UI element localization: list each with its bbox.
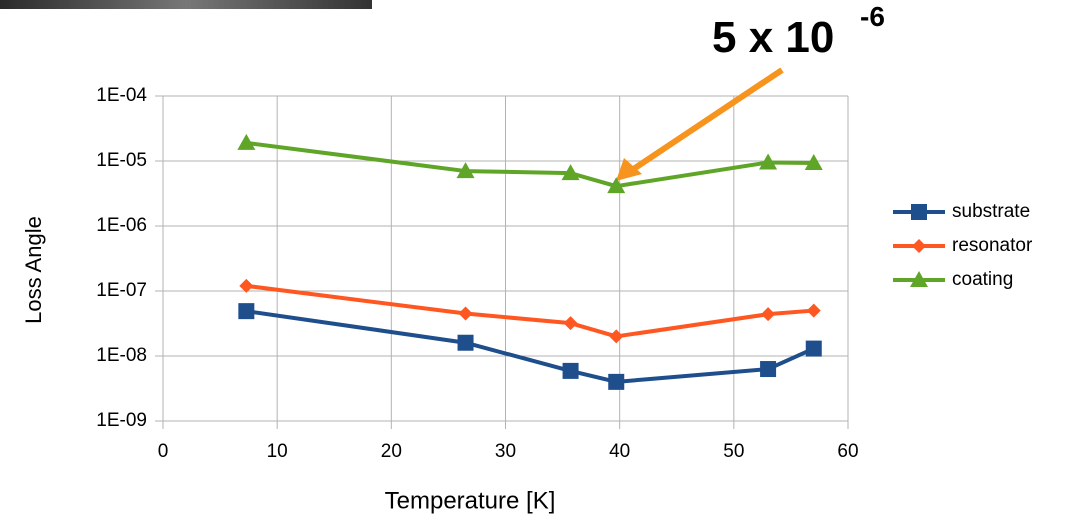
annotation: 5 x 10 <box>712 13 834 62</box>
x-tick-label: 10 <box>267 441 288 462</box>
y-tick-label: 1E-05 <box>96 150 147 171</box>
marker <box>459 307 473 321</box>
chart: Loss Angle Temperature [K] 5 x 10 -6 1E-… <box>0 0 1077 518</box>
y-tick-label: 1E-06 <box>96 215 147 236</box>
x-tick-label: 20 <box>381 441 402 462</box>
marker <box>564 316 578 330</box>
x-tick-label: 0 <box>158 441 169 462</box>
series-line <box>246 286 813 337</box>
marker <box>563 363 579 379</box>
marker <box>806 341 822 357</box>
x-tick-label: 40 <box>609 441 630 462</box>
marker <box>608 374 624 390</box>
annotation-arrow <box>632 70 782 170</box>
y-tick-label: 1E-07 <box>96 280 147 301</box>
legend-label: substrate <box>952 201 1030 222</box>
marker <box>458 335 474 351</box>
legend-label: resonator <box>952 235 1033 256</box>
photo-edge <box>0 0 372 9</box>
x-tick-label: 30 <box>495 441 516 462</box>
marker <box>761 307 775 321</box>
marker <box>760 361 776 377</box>
y-tick-label: 1E-08 <box>96 345 147 366</box>
x-tick-label: 50 <box>723 441 744 462</box>
x-tick-label: 60 <box>837 441 858 462</box>
marker <box>609 329 623 343</box>
x-axis-label: Temperature [K] <box>385 487 556 514</box>
series-line <box>246 143 813 186</box>
y-tick-label: 1E-09 <box>96 410 147 431</box>
legend-marker <box>911 204 927 220</box>
y-tick-label: 1E-04 <box>96 85 147 106</box>
legend-marker <box>912 239 926 253</box>
y-axis-label: Loss Angle <box>21 216 46 324</box>
legend-label: coating <box>952 269 1013 290</box>
marker <box>807 304 821 318</box>
annotation-superscript: -6 <box>860 1 885 32</box>
marker <box>238 303 254 319</box>
